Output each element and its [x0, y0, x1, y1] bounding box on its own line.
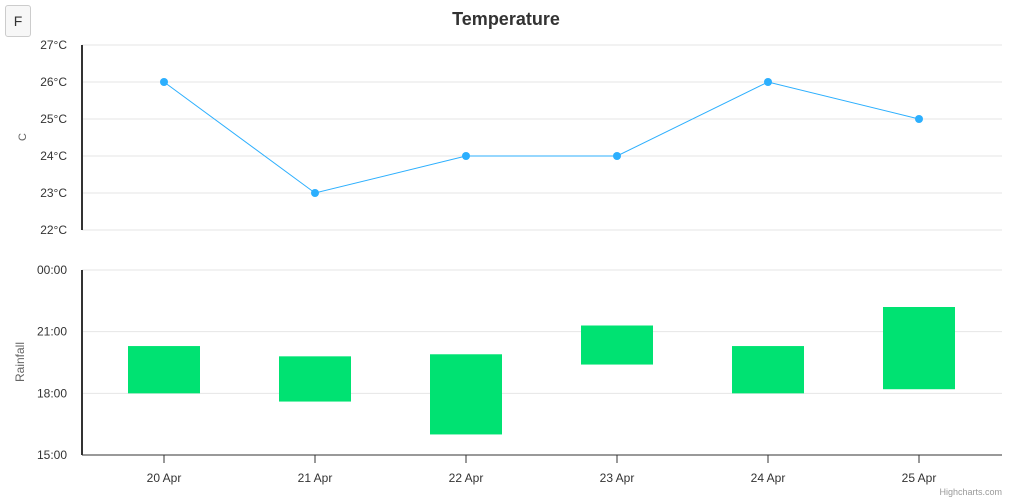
x-tick-label: 24 Apr: [751, 471, 786, 485]
temp-tick-label: 22°C: [40, 223, 67, 237]
temp-tick-label: 25°C: [40, 112, 67, 126]
rain-tick-label: 21:00: [37, 325, 67, 339]
rain-tick-label: 18:00: [37, 386, 67, 400]
rainfall-bar: [581, 325, 653, 365]
rain-tick-label: 00:00: [37, 263, 67, 277]
rainfall-bar: [128, 346, 200, 394]
x-tick-label: 23 Apr: [600, 471, 635, 485]
x-tick-label: 22 Apr: [449, 471, 484, 485]
x-tick-label: 25 Apr: [902, 471, 937, 485]
temp-tick-label: 26°C: [40, 75, 67, 89]
temperature-point: [915, 115, 923, 123]
temp-tick-label: 27°C: [40, 38, 67, 52]
f-button[interactable]: F: [5, 5, 31, 37]
temperature-point: [462, 152, 470, 160]
x-tick-label: 20 Apr: [147, 471, 182, 485]
rain-tick-label: 15:00: [37, 448, 67, 462]
rainfall-bar: [279, 356, 351, 402]
temperature-point: [764, 78, 772, 86]
rainfall-bar: [883, 307, 955, 390]
temperature-point: [613, 152, 621, 160]
temp-axis-title: C: [17, 133, 29, 141]
rainfall-bar: [430, 354, 502, 435]
rainfall-bar: [732, 346, 804, 394]
temperature-line: [163, 81, 920, 194]
temperature-point: [311, 189, 319, 197]
temperature-point: [160, 78, 168, 86]
temp-tick-label: 23°C: [40, 186, 67, 200]
chart-title: Temperature: [452, 9, 560, 29]
credits[interactable]: Highcharts.com: [939, 487, 1002, 497]
x-tick-label: 21 Apr: [298, 471, 333, 485]
rain-axis-title: Rainfall: [13, 342, 27, 382]
temp-tick-label: 24°C: [40, 149, 67, 163]
